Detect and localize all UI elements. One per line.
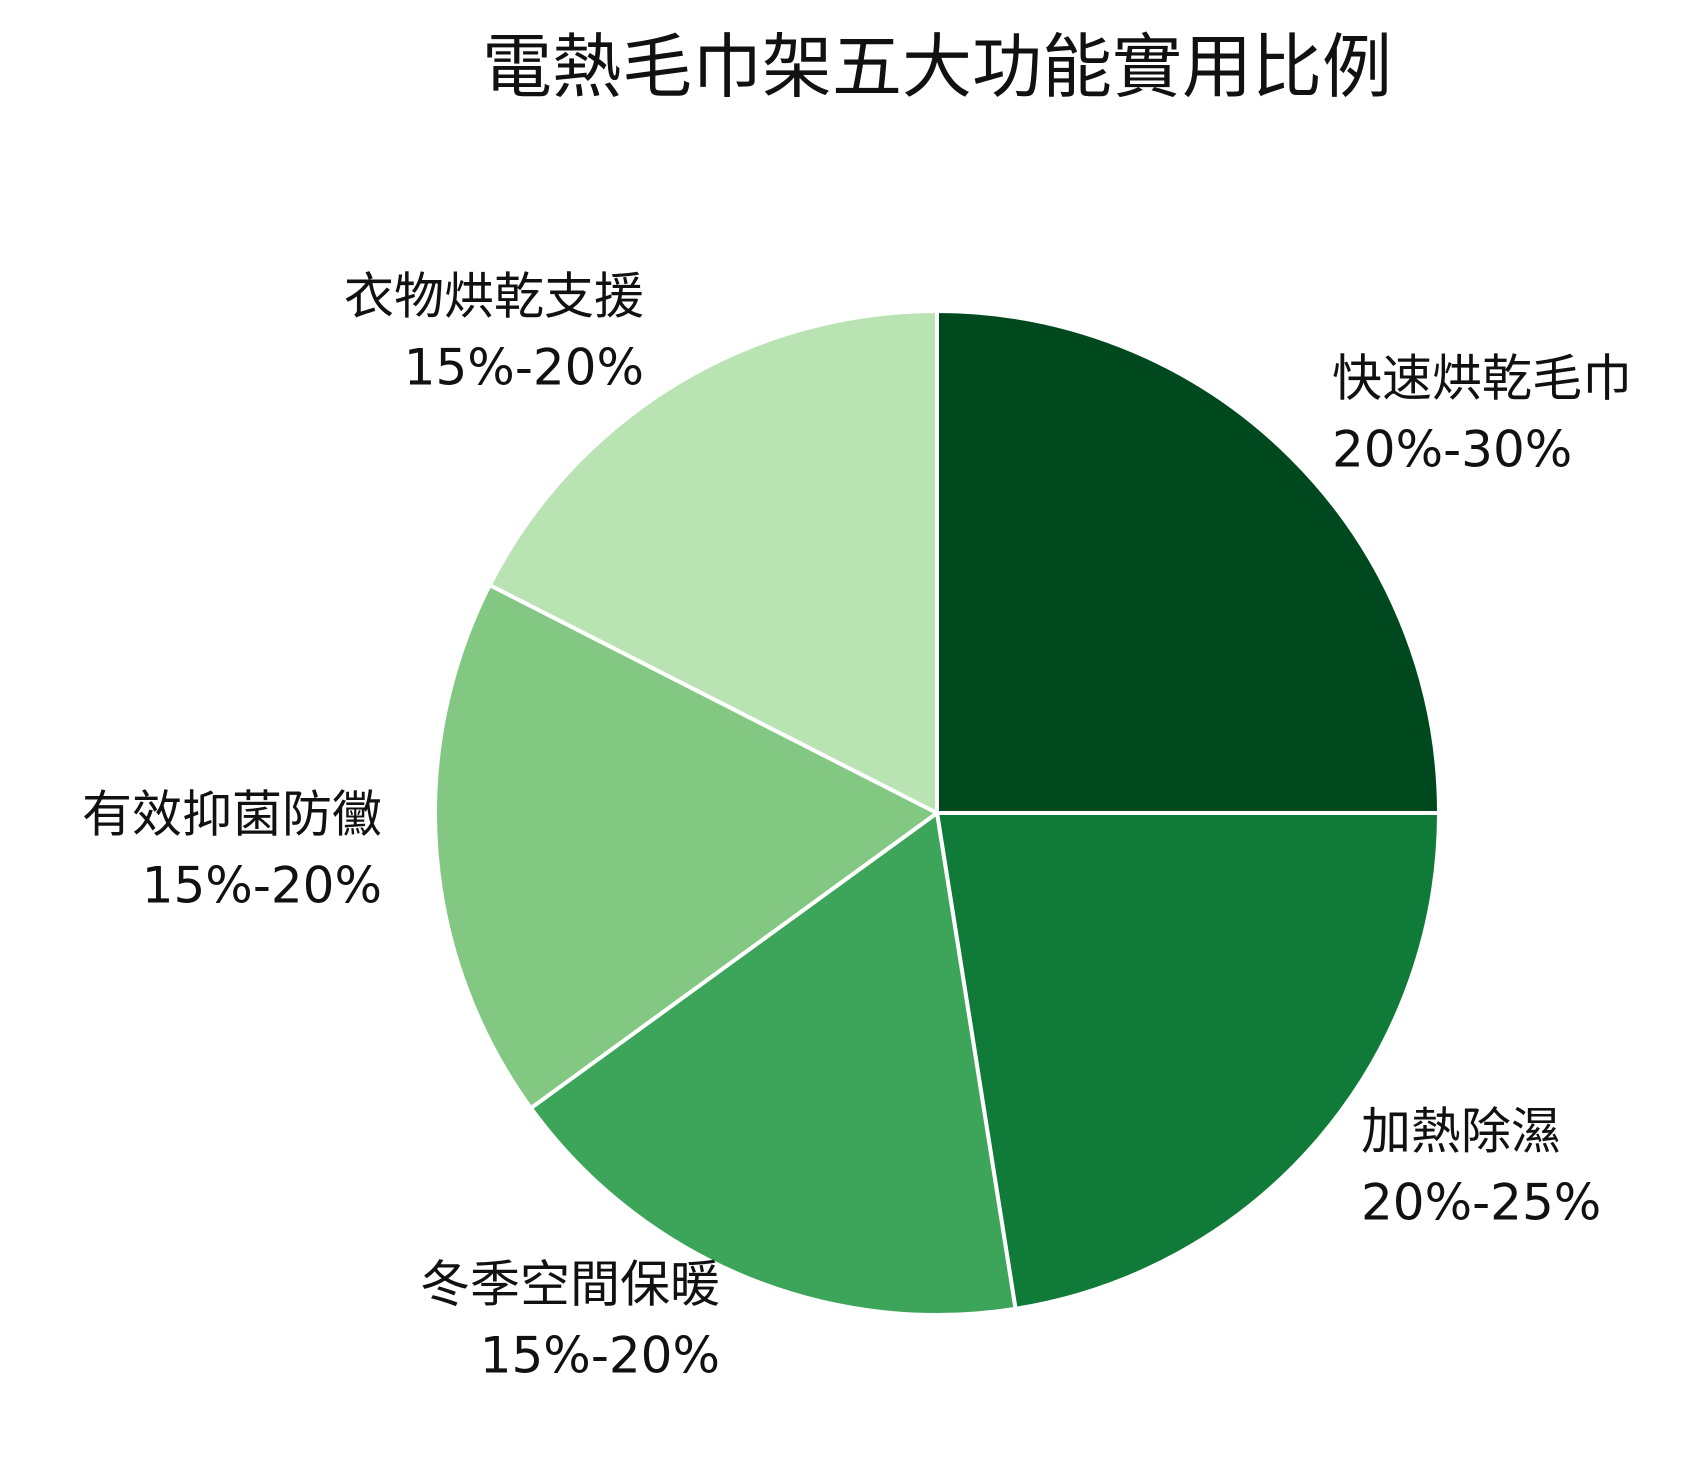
pie-slice [528,809,1018,1317]
chart-title: 電熱毛巾架五大功能實用比例 [482,26,1392,108]
slice-label: 有效抑菌防黴 [82,786,382,844]
pie-slice [935,308,1442,815]
value-label: 15%-20% [404,339,644,397]
slice-label: 加熱除濕 [1361,1103,1561,1161]
pie-slice [934,811,1442,1312]
pie-slice [433,582,941,1111]
slice-label: 衣物烘乾支援 [344,268,644,326]
pie-slice [487,308,939,817]
value-label: 20%-25% [1361,1174,1601,1232]
value-label: 20%-30% [1332,421,1572,479]
slice-label: 冬季空間保暖 [420,1256,720,1314]
value-label: 15%-20% [480,1327,720,1385]
value-label: 15%-20% [142,857,382,915]
slice-label: 快速烘乾毛巾 [1332,350,1632,408]
